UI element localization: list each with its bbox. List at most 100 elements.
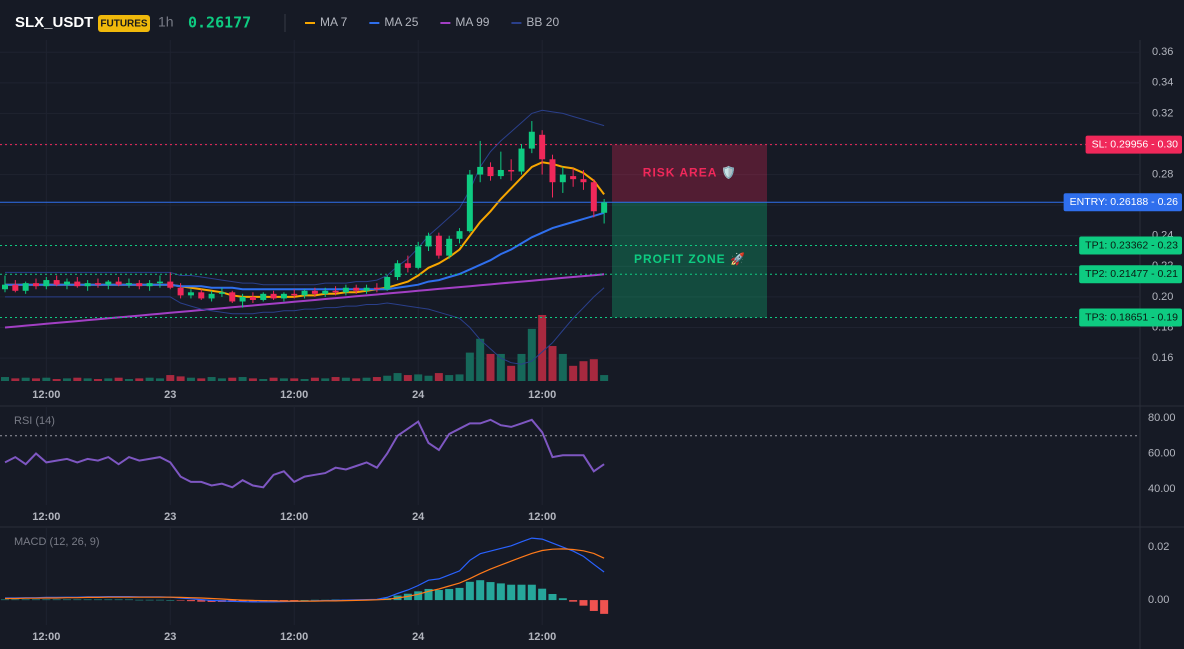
- candle-body: [136, 283, 143, 287]
- candle-body: [32, 283, 39, 287]
- candle-body: [94, 283, 101, 285]
- volume-bar: [465, 352, 474, 381]
- volume-bar: [238, 377, 247, 381]
- candle-body: [435, 235, 442, 256]
- volume-bar: [166, 375, 175, 381]
- volume-bar: [445, 375, 454, 381]
- macd-hist: [11, 599, 20, 601]
- candle-body: [528, 131, 535, 149]
- y-tick-label: 0.32: [1152, 107, 1173, 119]
- macd-hist: [507, 584, 516, 601]
- y-tick-label: 0.28: [1152, 168, 1173, 180]
- volume-bar: [538, 315, 547, 381]
- badge: FUTURES: [100, 19, 148, 30]
- macd-hist: [445, 588, 454, 601]
- x-tick-label: 24: [412, 511, 425, 523]
- volume-bar: [93, 379, 102, 381]
- macd-hist: [496, 583, 505, 601]
- candle-body: [229, 292, 236, 302]
- volume-bar: [145, 377, 154, 381]
- macd-hist: [558, 598, 567, 601]
- macd-hist: [155, 599, 164, 601]
- y-tick-label: 0.34: [1152, 77, 1173, 89]
- volume-bar: [455, 374, 464, 381]
- y-tick-label: 0.36: [1152, 46, 1173, 58]
- level-tag: TP3: 0.18651 - 0.19: [1085, 311, 1178, 323]
- macd-hist: [455, 587, 464, 601]
- volume-bar: [207, 377, 216, 381]
- volume-bar: [476, 338, 485, 381]
- macd-hist: [548, 593, 557, 601]
- zone: [612, 202, 767, 318]
- macd-hist: [476, 580, 485, 601]
- candle-body: [84, 283, 91, 287]
- level-tag: ENTRY: 0.26188 - 0.26: [1070, 196, 1179, 208]
- x-tick-label: 12:00: [280, 511, 308, 523]
- zone-label: RISK AREA 🛡️: [643, 166, 737, 180]
- volume-bar: [21, 377, 30, 381]
- candle-body: [353, 287, 360, 291]
- macd-hist: [135, 599, 144, 601]
- candle-body: [373, 287, 380, 290]
- volume-bar: [300, 379, 309, 381]
- candle-body: [311, 290, 318, 294]
- macd-hist: [538, 588, 547, 601]
- ma-line: [4, 273, 605, 329]
- candle-body: [559, 174, 566, 183]
- macd-hist: [42, 599, 51, 601]
- macd-hist: [600, 600, 609, 614]
- macd-hist: [83, 599, 92, 601]
- candle-body: [208, 293, 215, 299]
- candle-body: [12, 284, 19, 291]
- macd-hist: [176, 600, 185, 601]
- x-tick-label: 12:00: [528, 511, 556, 523]
- y-tick-label: 0.20: [1152, 291, 1173, 303]
- macd-hist: [104, 599, 113, 601]
- volume-bar: [114, 377, 123, 381]
- volume-bar: [11, 378, 20, 381]
- badge-bg: [98, 15, 150, 32]
- macd-hist: [300, 600, 309, 601]
- candle-body: [198, 292, 205, 299]
- volume-bar: [486, 353, 495, 381]
- candle-body: [249, 296, 256, 300]
- volume-bar: [52, 379, 61, 381]
- volume-bar: [527, 328, 536, 381]
- macd-hist: [186, 600, 195, 602]
- volume-bar: [290, 378, 299, 381]
- macd-tick-label: 0.00: [1148, 594, 1169, 606]
- candle-body: [466, 174, 473, 232]
- candle-body: [332, 290, 339, 293]
- candle-body: [74, 281, 81, 287]
- candle-body: [115, 281, 122, 285]
- macd-hist: [62, 599, 71, 601]
- candle-body: [291, 293, 298, 296]
- macd-hist: [166, 600, 175, 601]
- volume-bar: [217, 378, 226, 381]
- volume-bar: [362, 377, 371, 381]
- x-tick-label: 23: [164, 631, 176, 643]
- x-tick-label: 24: [412, 631, 425, 643]
- candle-body: [218, 292, 225, 294]
- candle-body: [342, 287, 349, 293]
- macd-hist: [31, 599, 40, 601]
- volume-bar: [104, 378, 113, 381]
- candle-body: [270, 293, 277, 299]
- candle-body: [570, 176, 577, 180]
- macd-hist: [1, 599, 9, 601]
- level-tag-bg: [1063, 193, 1182, 212]
- macd-hist: [517, 584, 526, 601]
- candle-body: [301, 290, 308, 296]
- candle-body: [539, 134, 546, 160]
- candle-body: [125, 283, 132, 285]
- x-tick-label: 12:00: [528, 631, 556, 643]
- x-tick-label: 12:00: [528, 389, 556, 401]
- candle-body: [146, 283, 153, 287]
- panel-title: RSI (14): [14, 415, 55, 427]
- candle-body: [601, 202, 608, 213]
- macd-hist: [124, 599, 133, 601]
- volume-bar: [569, 365, 578, 381]
- volume-bar: [62, 378, 71, 381]
- level-tag-bg: [1079, 236, 1182, 255]
- candle-body: [363, 287, 370, 291]
